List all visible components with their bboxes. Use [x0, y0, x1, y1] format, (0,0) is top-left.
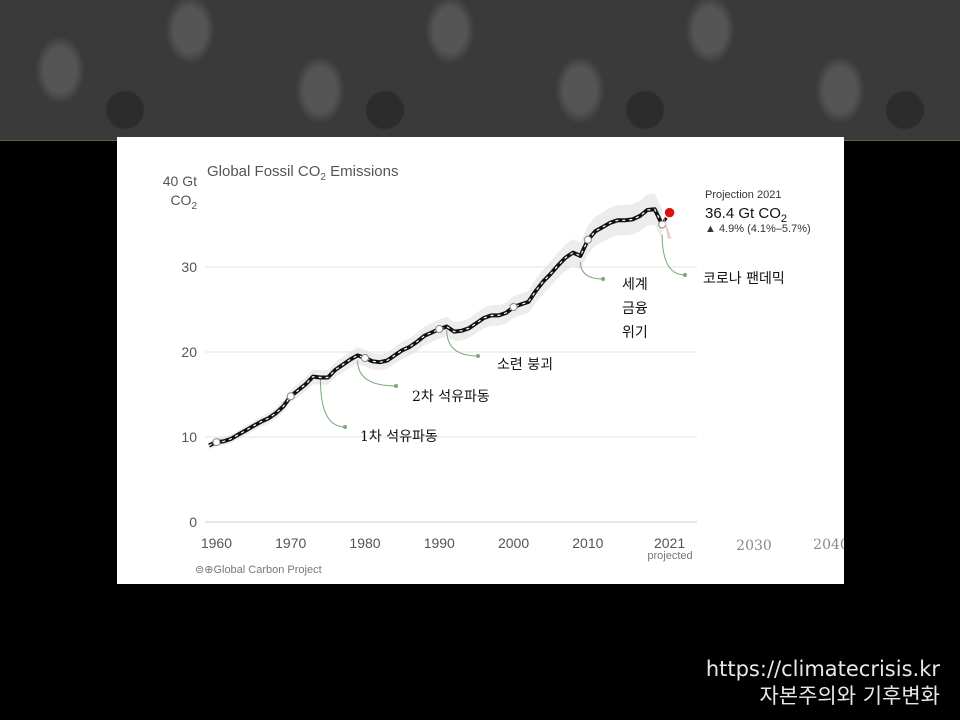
leader-dot-2: [476, 354, 480, 358]
footer-credit: https://climatecrisis.kr 자본주의와 기후변화: [706, 656, 940, 710]
marker-1970: [286, 392, 295, 401]
x-tick-2000: 2000: [498, 535, 529, 551]
leader-line-0: [319, 379, 346, 428]
cc-icon: ⊜⊕: [195, 564, 213, 576]
source-credit: ⊜⊕Global Carbon Project: [195, 564, 322, 576]
x-tick-1990: 1990: [424, 535, 455, 551]
chart-title: Global Fossil CO2 Emissions: [207, 163, 398, 183]
projection-value: 36.4 Gt CO2: [705, 205, 787, 225]
y-axis-unit-co2: CO2: [170, 192, 197, 212]
y-tick-labels: 0 10 20 30: [181, 259, 197, 530]
marker-1980: [361, 353, 369, 362]
leader-dot-1: [394, 384, 398, 388]
y-axis-unit-label: 40 Gt: [163, 173, 197, 189]
y-tick-20: 20: [181, 344, 197, 360]
annotation-oil-shock-1: 1차 석유파동: [360, 429, 438, 445]
extra-label-2040: 2040: [813, 537, 844, 553]
marker-2000: [509, 302, 518, 311]
annotation-financial-crisis-l3: 위기: [622, 325, 648, 341]
annotation-covid-pandemic: 코로나 팬데믹: [703, 271, 785, 287]
leader-line-4: [661, 234, 686, 276]
projection-point: [663, 206, 676, 219]
annotation-leader-lines: [319, 234, 687, 429]
leader-line-1: [357, 360, 397, 387]
leader-line-2: [446, 329, 479, 357]
y-tick-30: 30: [181, 259, 197, 275]
gridlines: [205, 266, 697, 523]
leader-dot-0: [343, 425, 347, 429]
annotation-financial-crisis-l2: 금융: [622, 301, 648, 317]
annotation-financial-crisis-l1: 세계: [622, 277, 648, 293]
x-tick-2021: 2021: [654, 535, 685, 551]
projected-label: projected: [647, 550, 692, 562]
x-tick-2010: 2010: [572, 535, 603, 551]
footer-url: https://climatecrisis.kr: [705, 657, 940, 681]
annotation-oil-shock-2: 2차 석유파동: [412, 389, 490, 405]
marker-1960: [212, 438, 221, 447]
annotation-soviet-collapse: 소련 붕괴: [497, 357, 553, 373]
x-tick-labels: 1960 1970 1980 1990 2000 2010 2021: [201, 535, 686, 551]
projection-change: ▲ 4.9% (4.1%–5.7%): [705, 223, 811, 235]
x-tick-1960: 1960: [201, 535, 232, 551]
y-tick-0: 0: [189, 514, 197, 530]
uncertainty-band-area: [209, 193, 663, 450]
projection-marker-group: [663, 206, 676, 239]
decorative-damask-band: [0, 0, 960, 141]
marker-2010: [583, 235, 592, 244]
x-tick-1970: 1970: [275, 535, 306, 551]
x-tick-1980: 1980: [349, 535, 380, 551]
projection-heading: Projection 2021: [705, 189, 781, 201]
projection-range: [663, 216, 672, 239]
leader-dot-3: [601, 277, 605, 281]
footer-subtitle: 자본주의와 기후변화: [759, 684, 940, 708]
extra-label-2030: 2030: [736, 538, 772, 554]
marker-1990: [435, 325, 444, 334]
uncertainty-band: [209, 193, 663, 450]
emissions-line-dash: [208, 208, 663, 447]
leader-line-3: [579, 261, 604, 280]
decade-markers: [212, 220, 667, 447]
emissions-chart: Global Fossil CO2 Emissions 40 Gt CO2 01…: [163, 163, 844, 576]
leader-dot-4: [683, 273, 687, 277]
y-tick-10: 10: [181, 429, 197, 445]
